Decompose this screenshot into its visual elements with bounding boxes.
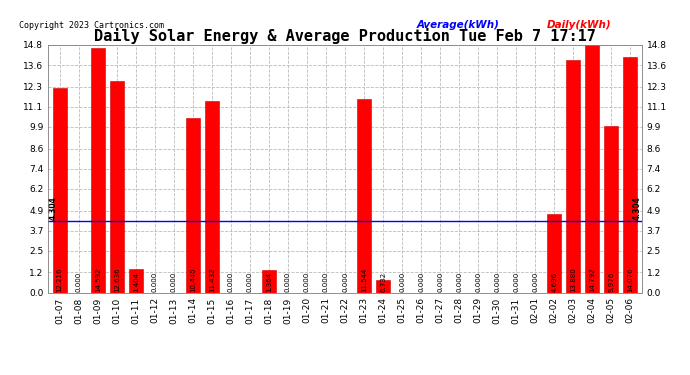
Bar: [547, 214, 562, 292]
Text: 0.000: 0.000: [171, 272, 177, 292]
Text: 10.440: 10.440: [190, 267, 196, 292]
Text: Copyright 2023 Cartronics.com: Copyright 2023 Cartronics.com: [19, 21, 164, 30]
Title: Daily Solar Energy & Average Production Tue Feb 7 17:17: Daily Solar Energy & Average Production …: [94, 28, 596, 44]
Text: 0.000: 0.000: [323, 272, 329, 292]
Bar: [52, 88, 67, 292]
Bar: [357, 99, 371, 292]
Text: 14.592: 14.592: [95, 267, 101, 292]
Text: 0.000: 0.000: [418, 272, 424, 292]
Text: 11.432: 11.432: [209, 267, 215, 292]
Bar: [262, 270, 276, 292]
Text: Average(kWh): Average(kWh): [416, 20, 499, 30]
Text: 0.000: 0.000: [304, 272, 310, 292]
Text: 4.696: 4.696: [551, 272, 558, 292]
Text: 0.000: 0.000: [437, 272, 443, 292]
Text: 9.976: 9.976: [609, 272, 614, 292]
Text: 11.544: 11.544: [361, 267, 367, 292]
Text: 0.000: 0.000: [247, 272, 253, 292]
Text: 0.000: 0.000: [532, 272, 538, 292]
Text: 0.732: 0.732: [380, 272, 386, 292]
Bar: [110, 81, 124, 292]
Text: 0.000: 0.000: [76, 272, 81, 292]
Bar: [623, 57, 638, 292]
Text: 0.000: 0.000: [494, 272, 500, 292]
Text: 4.304: 4.304: [633, 196, 642, 220]
Bar: [186, 118, 200, 292]
Text: 1.404: 1.404: [132, 272, 139, 292]
Text: 0.000: 0.000: [342, 272, 348, 292]
Text: 0.000: 0.000: [475, 272, 481, 292]
Text: 13.880: 13.880: [570, 267, 576, 292]
Text: 0.000: 0.000: [285, 272, 291, 292]
Text: Daily(kWh): Daily(kWh): [546, 20, 611, 30]
Bar: [205, 101, 219, 292]
Text: 0.000: 0.000: [456, 272, 462, 292]
Bar: [128, 269, 143, 292]
Text: 12.216: 12.216: [57, 267, 63, 292]
Bar: [90, 48, 105, 292]
Text: 14.792: 14.792: [589, 267, 595, 292]
Text: 0.000: 0.000: [513, 272, 519, 292]
Text: 4.304: 4.304: [48, 196, 57, 220]
Bar: [604, 126, 618, 292]
Text: 0.000: 0.000: [228, 272, 234, 292]
Text: 14.076: 14.076: [627, 267, 633, 292]
Text: 0.000: 0.000: [399, 272, 405, 292]
Text: 1.364: 1.364: [266, 272, 272, 292]
Text: 0.000: 0.000: [152, 272, 158, 292]
Bar: [566, 60, 580, 292]
Bar: [585, 45, 600, 292]
Bar: [376, 280, 390, 292]
Text: 12.636: 12.636: [114, 267, 120, 292]
